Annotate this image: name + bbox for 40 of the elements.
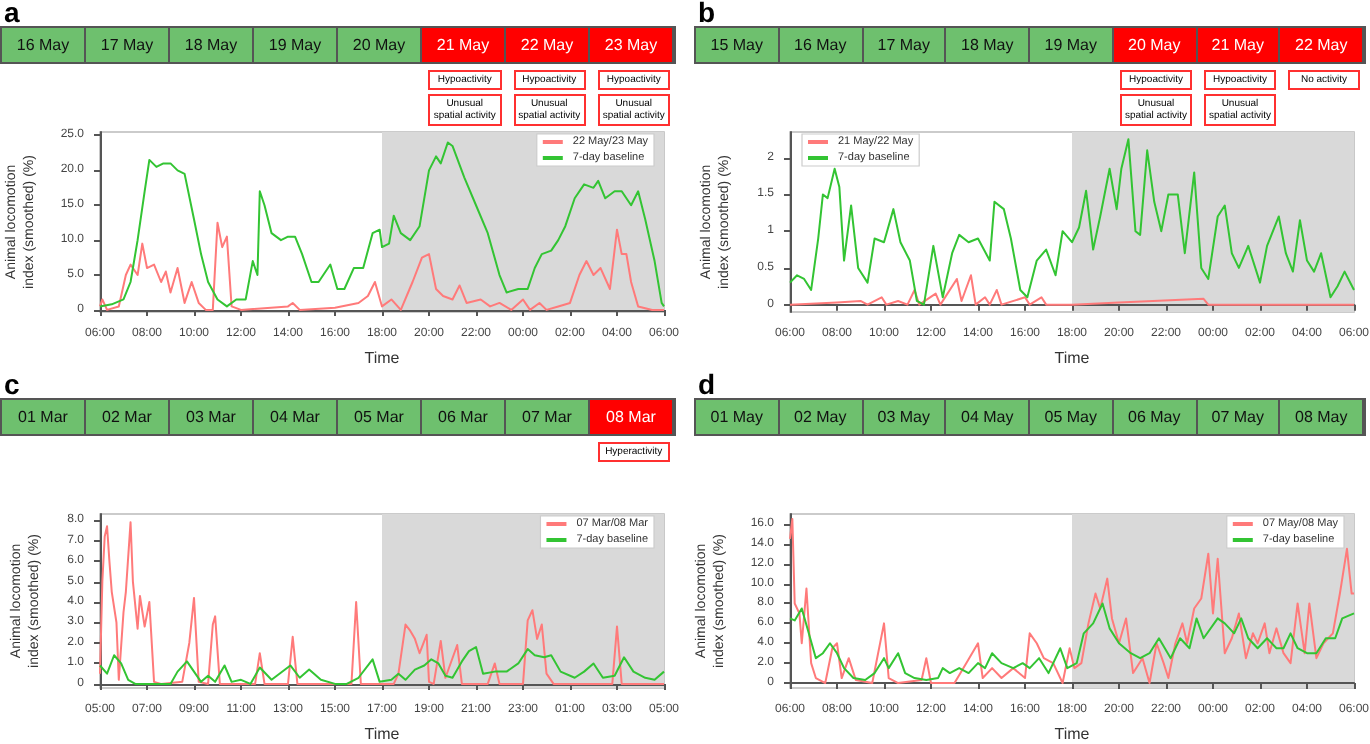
category-label: 19 May — [254, 28, 338, 62]
category-label: 18 May — [946, 28, 1030, 62]
category-label: 01 Mar — [2, 400, 86, 434]
category-label: 06 May — [1113, 400, 1197, 434]
category-label: 07 Mar — [506, 400, 590, 434]
category-label: 21 May — [1197, 28, 1281, 62]
category-label: 02 Mar — [86, 400, 170, 434]
category-label: 06 Mar — [422, 400, 506, 434]
category-label: 21 May — [422, 28, 506, 62]
category-label: 08 May — [1280, 400, 1364, 434]
category-label: 17 May — [86, 28, 170, 62]
category-label: 03 Mar — [170, 400, 254, 434]
category-label: 15 May — [696, 28, 780, 62]
category-label: 05 Mar — [338, 400, 422, 434]
x-axis-title: Time — [1054, 724, 1091, 743]
text: a — [4, 0, 20, 28]
category-label: 20 May — [338, 28, 422, 62]
category-label: 18 May — [170, 28, 254, 62]
category-label: 01 May — [696, 400, 780, 434]
text: b — [698, 0, 716, 28]
text: d — [698, 368, 716, 400]
category-label: 08 Mar — [590, 400, 674, 434]
x-axis-title: Time — [364, 348, 401, 367]
category-label: 04 May — [946, 400, 1030, 434]
category-label: 16 May — [779, 28, 863, 62]
category-label: 03 May — [863, 400, 947, 434]
category-label: 22 May — [1280, 28, 1364, 62]
category-label: 16 May — [2, 28, 86, 62]
category-label: 19 May — [1030, 28, 1114, 62]
category-label: 22 May — [506, 28, 590, 62]
category-label: 23 May — [590, 28, 674, 62]
category-label: 07 May — [1197, 400, 1281, 434]
category-label: 17 May — [863, 28, 947, 62]
category-label: 05 May — [1030, 400, 1114, 434]
text: c — [4, 368, 20, 400]
category-label: 20 May — [1113, 28, 1197, 62]
category-label: 02 May — [779, 400, 863, 434]
x-axis-title: Time — [364, 724, 401, 743]
category-label: 04 Mar — [254, 400, 338, 434]
x-axis-title: Time — [1054, 348, 1091, 367]
